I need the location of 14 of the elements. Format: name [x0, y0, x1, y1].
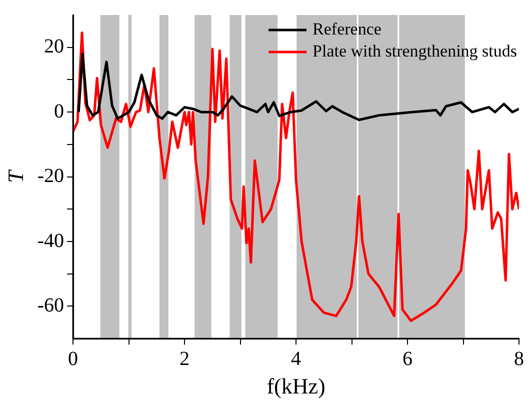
y-tick-label: 20 — [44, 36, 64, 58]
x-tick-label: 6 — [402, 348, 413, 370]
x-tick-label: 8 — [514, 348, 524, 370]
legend-label: Plate with strengthening studs — [312, 41, 518, 60]
legend-label: Reference — [312, 19, 382, 38]
y-tick-label: -60 — [37, 294, 64, 316]
y-tick-label: -40 — [37, 230, 64, 252]
x-tick-label: 4 — [291, 348, 302, 370]
x-tick-label: 2 — [180, 348, 190, 370]
y-axis-title: T — [2, 168, 28, 183]
y-tick-label: -20 — [37, 165, 64, 188]
x-tick-label: 0 — [68, 348, 78, 370]
y-tick-label: 0 — [54, 100, 64, 122]
x-axis-title: f(kHz) — [266, 374, 326, 399]
